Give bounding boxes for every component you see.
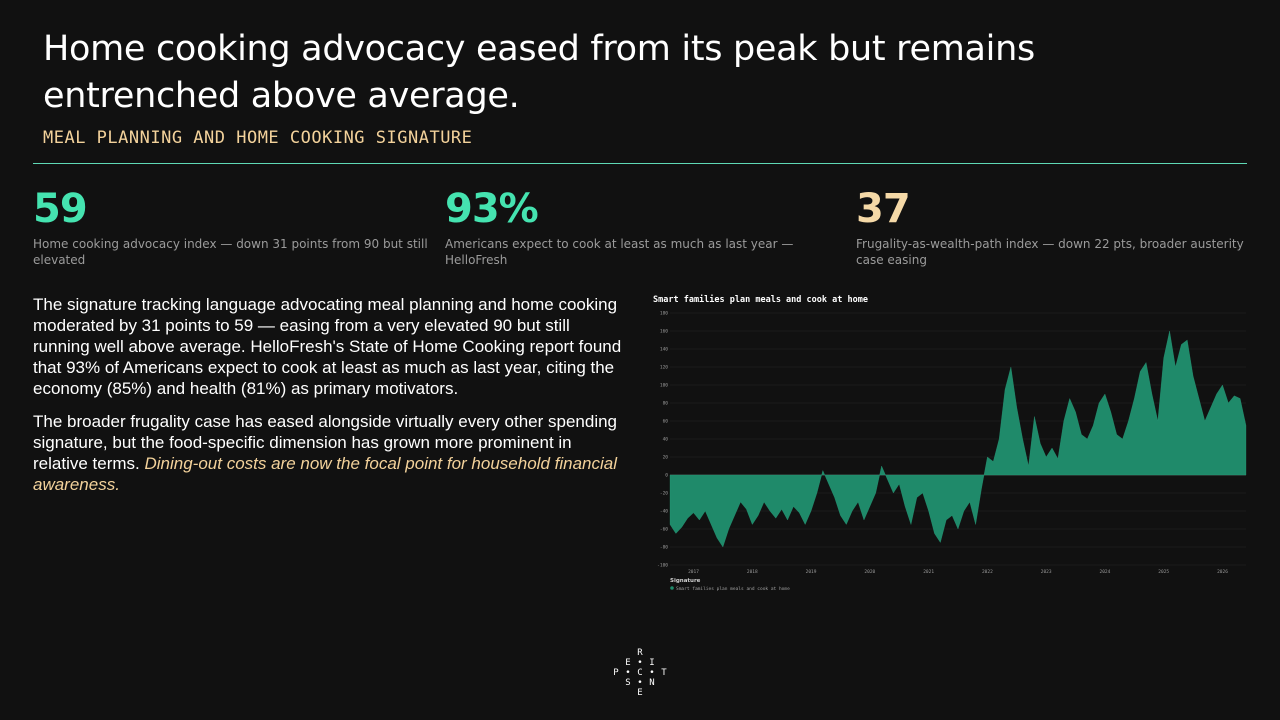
stat-caption: Frugality-as-wealth-path index — down 22… [856, 237, 1244, 267]
y-tick-label: 0 [665, 473, 668, 479]
body-paragraph-2-text: The broader frugality case has eased alo… [33, 412, 618, 473]
x-tick-label: 2022 [982, 569, 993, 575]
logo-letter: N [649, 678, 655, 688]
x-tick-label: 2023 [1041, 569, 1052, 575]
legend-title: Signature [670, 578, 701, 584]
logo-letter: E [625, 658, 631, 668]
x-tick-label: 2021 [923, 569, 934, 575]
logo-letter: P [613, 668, 619, 678]
x-tick-label: 2025 [1158, 569, 1169, 575]
y-tick-label: 20 [663, 455, 669, 461]
y-tick-label: 160 [660, 329, 668, 335]
stat-caption: Americans expect to cook at least as muc… [445, 237, 794, 267]
body-text: The signature tracking language advocati… [33, 294, 628, 507]
y-tick-label: 100 [660, 383, 668, 389]
logo-dot: • [637, 658, 643, 668]
logo-letter: E [637, 688, 643, 698]
x-tick-label: 2024 [1100, 569, 1111, 575]
y-tick-label: -20 [660, 491, 668, 497]
stat-card-home-cooking-index: 59 Home cooking advocacy index — down 31… [33, 186, 428, 268]
y-tick-label: 120 [660, 365, 668, 371]
stat-value: 93% [445, 186, 539, 232]
y-tick-label: -80 [660, 545, 668, 551]
brand-logo: R E I P C T S N E • • • • [610, 646, 670, 702]
logo-dot: • [637, 678, 643, 688]
x-tick-label: 2017 [688, 569, 699, 575]
stat-value: 59 [33, 186, 88, 232]
x-tick-label: 2019 [806, 569, 817, 575]
x-tick-label: 2018 [747, 569, 758, 575]
logo-letter: S [625, 678, 631, 688]
logo-dot: • [649, 668, 655, 678]
logo-letter: R [637, 648, 643, 658]
stat-value: 37 [856, 186, 911, 232]
series-area [669, 330, 1247, 548]
stat-card-americans-cook: 93% Americans expect to cook at least as… [445, 186, 840, 268]
logo-letter: T [661, 668, 667, 678]
y-tick-label: -100 [657, 563, 668, 569]
y-tick-label: 60 [663, 419, 669, 425]
y-tick-label: -40 [660, 509, 668, 515]
page-title: Home cooking advocacy eased from its pea… [43, 29, 1035, 116]
stat-caption: Home cooking advocacy index — down 31 po… [33, 237, 428, 267]
y-tick-label: 140 [660, 347, 668, 353]
y-tick-label: 80 [663, 401, 669, 407]
legend-entry: Smart families plan meals and cook at ho… [676, 586, 790, 592]
y-tick-label: -60 [660, 527, 668, 533]
y-tick-label: 180 [660, 311, 668, 317]
x-tick-label: 2020 [864, 569, 875, 575]
header-divider [33, 163, 1247, 164]
logo-dot: • [625, 668, 631, 678]
body-paragraph-2-emphasis: Dining-out costs are now the focal point… [33, 454, 617, 494]
section-subtitle: MEAL PLANNING AND HOME COOKING SIGNATURE [43, 128, 473, 148]
logo-letter: I [649, 658, 655, 668]
legend-swatch [670, 586, 674, 590]
stat-card-frugality-index: 37 Frugality-as-wealth-path index — down… [856, 186, 1251, 268]
body-paragraph-1: The signature tracking language advocati… [33, 295, 622, 398]
x-tick-label: 2026 [1217, 569, 1228, 575]
body-paragraph-2: The broader frugality case has eased alo… [33, 411, 628, 495]
signature-area-chart: Smart families plan meals and cook at ho… [653, 294, 1247, 592]
chart-title: Smart families plan meals and cook at ho… [653, 294, 868, 305]
y-tick-label: 40 [663, 437, 669, 443]
logo-letter: C [637, 668, 643, 678]
